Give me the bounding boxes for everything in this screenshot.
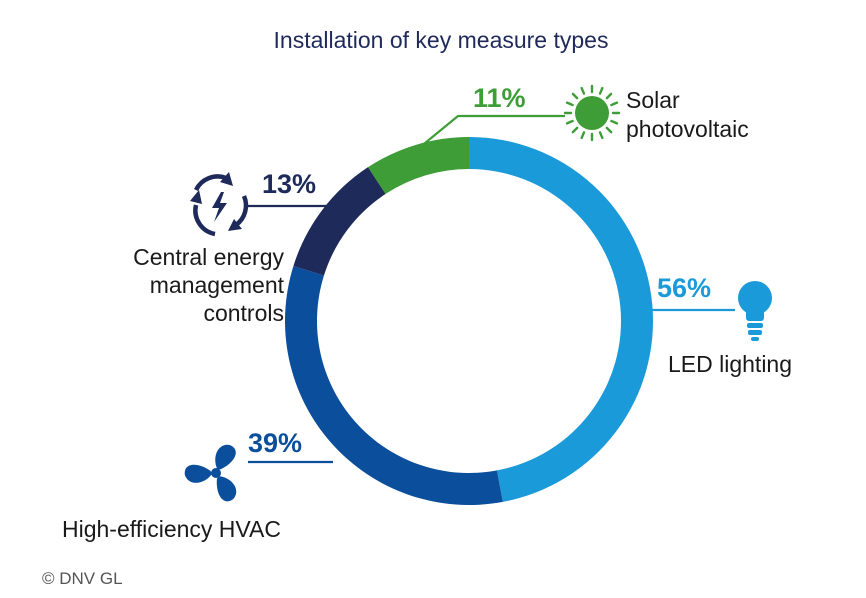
cemc-label-line-3: controls: [203, 300, 284, 326]
led-label: LED lighting: [668, 351, 792, 377]
donut-segment-central-energy-management-controls: [293, 167, 386, 276]
solar-percent-label: 11%: [473, 83, 526, 113]
donut-segment-solar-photovoltaic: [368, 137, 469, 194]
cemc-percent-label: 13%: [262, 169, 316, 199]
energy-cycle-icon: [190, 172, 249, 237]
chart-title: Installation of key measure types: [274, 27, 609, 53]
cemc-label-line-2: management: [150, 272, 285, 298]
cemc-label-line-1: Central energy: [133, 244, 284, 270]
fan-icon: [184, 444, 237, 502]
lightbulb-icon: [738, 281, 772, 341]
sun-icon: [563, 84, 621, 142]
solar-label-line-1: Solar: [626, 87, 680, 113]
hvac-percent-label: 39%: [248, 428, 302, 458]
donut-segment-led-lighting: [469, 137, 654, 502]
led-percent-label: 56%: [657, 273, 711, 303]
hvac-label: High-efficiency HVAC: [62, 516, 281, 542]
copyright-text: © DNV GL: [42, 569, 123, 588]
donut-ring: [285, 137, 654, 505]
solar-label-line-2: photovoltaic: [626, 116, 749, 142]
donut-segment-high-efficiency-hvac: [285, 265, 503, 505]
solar-leader-line: [418, 114, 565, 149]
